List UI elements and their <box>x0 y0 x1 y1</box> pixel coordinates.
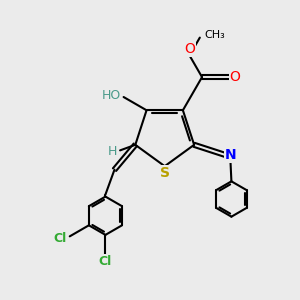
Text: HO: HO <box>101 89 121 102</box>
Text: S: S <box>160 166 170 180</box>
Text: CH₃: CH₃ <box>204 30 225 40</box>
Text: Cl: Cl <box>53 232 67 245</box>
Text: Cl: Cl <box>99 255 112 268</box>
Text: O: O <box>184 42 195 56</box>
Text: N: N <box>224 148 236 162</box>
Text: O: O <box>230 70 240 84</box>
Text: H: H <box>108 145 117 158</box>
